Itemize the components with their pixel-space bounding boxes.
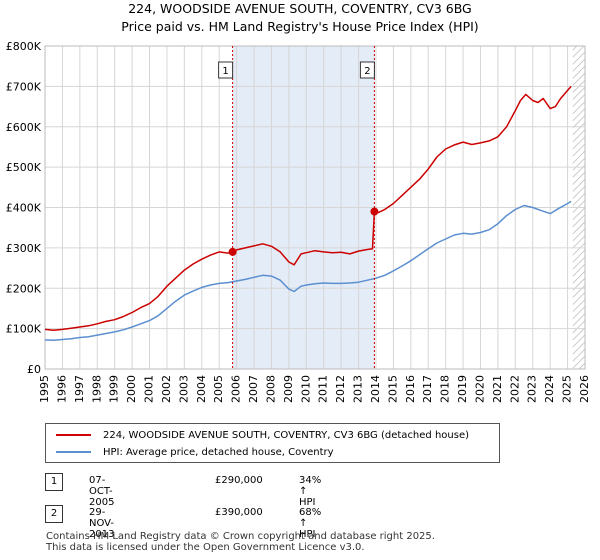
y-tick-label: £100K bbox=[6, 323, 42, 336]
chart-title: 224, WOODSIDE AVENUE SOUTH, COVENTRY, CV… bbox=[128, 1, 472, 16]
x-tick-label: 2010 bbox=[299, 375, 312, 403]
x-tick-label: 2003 bbox=[177, 375, 190, 403]
x-tick-label: 2013 bbox=[352, 375, 365, 403]
y-tick-label: £400K bbox=[6, 202, 42, 215]
y-tick-label: £0 bbox=[27, 363, 41, 376]
transaction-price: £290,000 bbox=[215, 475, 263, 486]
y-tick-label: £300K bbox=[6, 242, 42, 255]
x-tick-label: 1995 bbox=[38, 375, 51, 403]
x-tick-label: 2026 bbox=[578, 375, 591, 403]
sale-label-box bbox=[359, 61, 375, 79]
x-tick-label: 2011 bbox=[317, 375, 330, 403]
chart-subtitle: Price paid vs. HM Land Registry's House … bbox=[121, 19, 479, 34]
x-tick-label: 2012 bbox=[334, 375, 347, 403]
sale-label: 2 bbox=[364, 66, 370, 77]
hpi-line bbox=[44, 200, 572, 342]
footer-licence: This data is licensed under the Open Gov… bbox=[46, 542, 365, 553]
x-tick-label: 2020 bbox=[473, 375, 486, 403]
x-tick-label: 2018 bbox=[439, 375, 452, 403]
x-tick-label: 2021 bbox=[491, 375, 504, 403]
x-tick-label: 2008 bbox=[264, 375, 277, 403]
x-tick-label: 2001 bbox=[143, 375, 156, 403]
x-tick-label: 1997 bbox=[73, 375, 86, 403]
y-tick-label: £700K bbox=[6, 80, 42, 93]
price-chart: £0 £100K £200K £300K £400K £500K £600K £700K £80… bbox=[6, 40, 591, 403]
x-tick-label: 2000 bbox=[125, 375, 138, 403]
y-tick-label: £800K bbox=[6, 40, 42, 53]
legend-label-hpi: HPI: Average price, detached house, Cove… bbox=[103, 446, 334, 458]
legend-item-hpi: HPI: Average price, detached house, Cove… bbox=[56, 444, 334, 460]
x-tick-label: 2009 bbox=[282, 375, 295, 403]
y-tick-label: £200K bbox=[6, 282, 42, 295]
y-tick-label: £600K bbox=[6, 121, 42, 134]
transaction-hpi-change: 34% ↑ HPI bbox=[299, 475, 322, 508]
legend-item-price-paid: 224, WOODSIDE AVENUE SOUTH, COVENTRY, CV… bbox=[56, 427, 469, 443]
legend-swatch-hpi bbox=[56, 451, 91, 453]
transaction-price: £390,000 bbox=[215, 507, 263, 518]
price-paid-line bbox=[44, 85, 572, 331]
x-tick-label: 2024 bbox=[543, 375, 556, 403]
sale-label-box bbox=[218, 61, 234, 79]
x-tick-label: 2019 bbox=[456, 375, 469, 403]
transaction-date: 29-NOV-2013 bbox=[89, 507, 115, 540]
sale-point bbox=[228, 247, 237, 256]
x-tick-label: 2016 bbox=[404, 375, 417, 403]
legend: 224, WOODSIDE AVENUE SOUTH, COVENTRY, CV… bbox=[45, 423, 500, 463]
sale-label: 1 bbox=[222, 66, 228, 77]
transaction-number: 1 bbox=[45, 473, 63, 491]
sale-point bbox=[370, 207, 379, 216]
x-tick-label: 2007 bbox=[247, 375, 260, 403]
x-tick-label: 1998 bbox=[90, 375, 103, 403]
footer-copyright: Contains HM Land Registry data © Crown c… bbox=[46, 531, 435, 542]
x-tick-label: 2022 bbox=[508, 375, 521, 403]
x-tick-label: 1999 bbox=[108, 375, 121, 403]
x-tick-label: 2014 bbox=[369, 375, 382, 403]
x-tick-label: 2004 bbox=[195, 375, 208, 403]
legend-label-price-paid: 224, WOODSIDE AVENUE SOUTH, COVENTRY, CV… bbox=[103, 429, 470, 441]
x-tick-label: 2015 bbox=[386, 375, 399, 403]
x-tick-label: 2025 bbox=[561, 375, 574, 403]
x-tick-label: 2023 bbox=[526, 375, 539, 403]
transaction-number: 2 bbox=[45, 505, 63, 523]
legend-swatch-price-paid bbox=[56, 434, 91, 436]
transaction-date: 07-OCT-2005 bbox=[89, 475, 115, 508]
x-tick-label: 2005 bbox=[212, 375, 225, 403]
x-tick-label: 2017 bbox=[421, 375, 434, 403]
transaction-hpi-change: 68% ↑ HPI bbox=[299, 507, 322, 540]
x-tick-label: 2006 bbox=[230, 375, 243, 403]
x-tick-label: 1996 bbox=[55, 375, 68, 403]
x-tick-label: 2002 bbox=[160, 375, 173, 403]
plot-area-border bbox=[44, 45, 586, 370]
y-tick-label: £500K bbox=[6, 161, 42, 174]
